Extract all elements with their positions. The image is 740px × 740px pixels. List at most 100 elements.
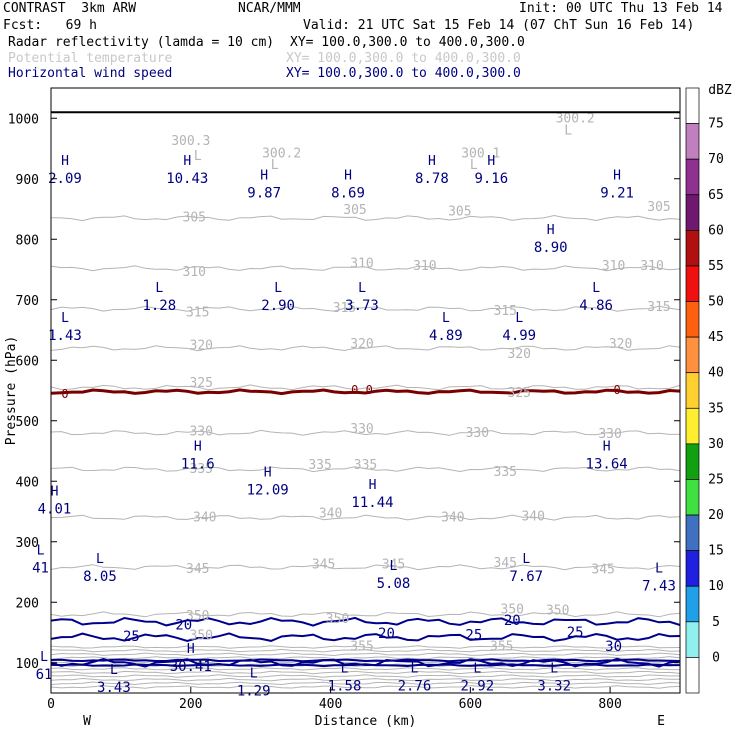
extremum-marker-H: H xyxy=(194,440,202,455)
theta-label: 310 xyxy=(413,259,436,274)
theta-line-upper xyxy=(50,667,681,671)
wind-label: 25 xyxy=(567,625,584,641)
colorbar-label: 35 xyxy=(708,401,724,416)
extremum-value: 41 xyxy=(32,561,49,577)
colorbar-swatch xyxy=(685,621,700,658)
extremum-value: 3.43 xyxy=(97,680,131,696)
field-name-theta: Potential temperature xyxy=(8,51,173,66)
x-tick-label: 600 xyxy=(459,697,482,712)
theta-label: 350 xyxy=(186,609,209,624)
extremum-marker-L: L xyxy=(274,281,282,296)
extremum-value: 1.43 xyxy=(48,328,82,344)
extremum-marker-L: L xyxy=(61,311,69,326)
extremum-marker-H: H xyxy=(260,169,268,184)
theta-line-340 xyxy=(50,514,681,521)
extremum-value: 9.87 xyxy=(247,186,281,202)
reflectivity-label: 0 xyxy=(613,383,620,397)
theta-label: 350 xyxy=(546,604,569,619)
colorbar-label: 20 xyxy=(708,508,724,523)
y-tick-label: 100 xyxy=(16,657,39,672)
extremum-value: 7.67 xyxy=(509,569,543,585)
colorbar-swatch xyxy=(685,372,700,409)
extremum-value: 8.78 xyxy=(415,171,449,187)
extremum-value: 11.6 xyxy=(181,457,215,473)
theta-label: 345 xyxy=(312,558,335,573)
extremum-marker-L: L xyxy=(442,311,450,326)
reflectivity-label: 0.0 xyxy=(351,383,373,397)
wind-label: 20 xyxy=(378,626,395,642)
theta-label: 300.3 xyxy=(171,134,210,149)
theta-label: 300.1 xyxy=(461,146,500,161)
y-tick-label: 600 xyxy=(16,354,39,369)
colorbar-swatch xyxy=(685,158,700,196)
x-axis-label: Distance (km) xyxy=(315,714,417,729)
colorbar-label: 50 xyxy=(708,295,724,310)
theta-label: 330 xyxy=(466,426,489,441)
colorbar-swatch xyxy=(685,407,700,445)
theta-label: 315 xyxy=(647,300,670,315)
theta-line-upper xyxy=(50,670,681,675)
extremum-value: 4.89 xyxy=(429,328,463,344)
extremum-value: 4.86 xyxy=(579,298,613,314)
colorbar-swatch xyxy=(685,657,700,694)
theta-label: 320 xyxy=(350,337,373,352)
theta-line-325 xyxy=(50,384,681,391)
extremum-marker-L: L xyxy=(655,561,663,576)
theta-label: 345 xyxy=(382,558,405,573)
extremum-marker-L: L xyxy=(155,281,163,296)
extremum-value: 1.58 xyxy=(328,679,362,695)
theta-label: 345 xyxy=(494,556,517,571)
theta-line-320 xyxy=(50,345,681,352)
x-axis-east: E xyxy=(657,714,665,729)
extremum-value: 9.21 xyxy=(600,186,634,202)
extremum-marker-L: L xyxy=(550,662,558,677)
theta-label: 305 xyxy=(343,203,366,218)
theta-label: 340 xyxy=(441,511,464,526)
wind-label: 30 xyxy=(605,639,622,655)
valid-time: Valid: 21 UTC Sat 15 Feb 14 (07 ChT Sun … xyxy=(303,18,695,33)
colorbar-label: 65 xyxy=(708,188,724,203)
colorbar-swatch xyxy=(685,194,700,231)
extremum-marker-L: L xyxy=(40,650,48,665)
theta-label: 340 xyxy=(521,509,544,524)
colorbar-swatch xyxy=(685,550,700,587)
extremum-value: 4.99 xyxy=(502,328,536,344)
theta-label: 305 xyxy=(183,210,206,225)
colorbar-swatch xyxy=(685,230,700,267)
theta-label: 330 xyxy=(190,425,213,440)
x-tick-label: 800 xyxy=(598,697,621,712)
theta-label: 315 xyxy=(333,301,356,316)
theta-label: L xyxy=(194,149,202,164)
theta-line-345 xyxy=(50,564,681,571)
colorbar-label: 0 xyxy=(712,650,720,665)
extremum-value: 13.64 xyxy=(586,457,628,473)
extremum-value: 3.32 xyxy=(537,679,571,695)
extremum-value: 2.09 xyxy=(48,171,82,187)
theta-label: 310 xyxy=(640,259,663,274)
extremum-value: 7.43 xyxy=(642,578,676,594)
extremum-marker-H: H xyxy=(613,169,621,184)
extremum-marker-L: L xyxy=(37,544,45,559)
extremum-value: 10.43 xyxy=(166,171,208,187)
y-tick-label: 700 xyxy=(16,294,39,309)
theta-label: 330 xyxy=(598,427,621,442)
extremum-value: 30.41 xyxy=(170,659,212,675)
extremum-value: 4.01 xyxy=(38,501,72,517)
x-tick-label: 0 xyxy=(47,697,55,712)
extremum-value: 2.92 xyxy=(460,679,494,695)
extremum-marker-H: H xyxy=(61,154,69,169)
extremum-marker-L: L xyxy=(110,663,118,678)
theta-label: 350 xyxy=(190,629,213,644)
theta-label: 305 xyxy=(647,200,670,215)
wind-line-20 xyxy=(50,616,681,627)
theta-line-350 xyxy=(50,611,681,618)
wind-label: 25 xyxy=(123,629,140,645)
extremum-value: 8.90 xyxy=(534,240,568,256)
wind-line-25 xyxy=(50,632,681,643)
extremum-value: 12.09 xyxy=(247,483,289,499)
colorbar-label: 30 xyxy=(708,437,724,452)
field-name-wind: Horizontal wind speed xyxy=(8,66,173,81)
extremum-marker-L: L xyxy=(341,662,349,677)
theta-label: 345 xyxy=(186,562,209,577)
extremum-marker-H: H xyxy=(547,223,555,238)
